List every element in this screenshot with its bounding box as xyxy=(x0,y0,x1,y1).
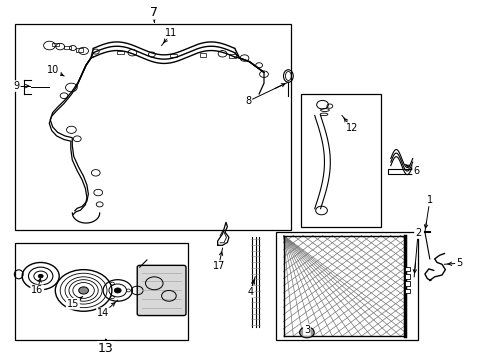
Circle shape xyxy=(114,288,121,293)
FancyBboxPatch shape xyxy=(137,265,185,316)
Bar xyxy=(405,289,409,293)
Bar xyxy=(15,243,188,339)
Bar xyxy=(52,42,59,46)
Bar xyxy=(387,169,414,174)
Bar xyxy=(300,94,380,226)
Bar xyxy=(276,232,417,339)
Text: 11: 11 xyxy=(165,28,177,38)
Text: 10: 10 xyxy=(47,65,60,75)
Bar xyxy=(117,51,123,54)
Bar xyxy=(199,53,206,57)
Circle shape xyxy=(303,330,310,335)
Text: 7: 7 xyxy=(150,6,158,19)
Text: 8: 8 xyxy=(245,96,251,106)
Text: 4: 4 xyxy=(247,287,253,297)
Text: 9: 9 xyxy=(14,81,20,91)
Text: 3: 3 xyxy=(303,325,309,335)
Bar xyxy=(405,274,409,279)
Text: 16: 16 xyxy=(31,285,43,296)
Text: 13: 13 xyxy=(98,342,113,355)
Bar xyxy=(405,267,409,271)
Circle shape xyxy=(38,274,43,278)
Text: 12: 12 xyxy=(345,123,357,133)
Text: 6: 6 xyxy=(412,166,418,176)
Bar xyxy=(170,54,177,57)
Bar xyxy=(76,48,83,52)
Text: 14: 14 xyxy=(97,309,109,318)
Text: 1: 1 xyxy=(426,195,432,206)
Text: 5: 5 xyxy=(455,258,461,268)
Bar xyxy=(64,45,71,49)
Bar xyxy=(15,24,290,230)
Text: 2: 2 xyxy=(414,228,420,238)
Text: 17: 17 xyxy=(212,261,224,271)
Bar xyxy=(229,54,236,58)
Text: 15: 15 xyxy=(66,299,79,309)
Bar xyxy=(405,282,409,286)
Circle shape xyxy=(79,287,88,294)
Circle shape xyxy=(299,327,314,338)
